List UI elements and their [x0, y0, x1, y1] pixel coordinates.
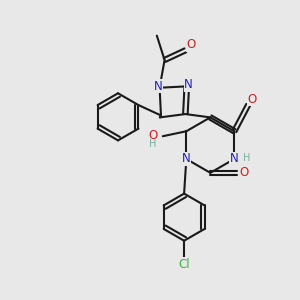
Text: N: N — [184, 78, 193, 91]
Text: O: O — [239, 166, 248, 179]
Text: N: N — [230, 152, 239, 166]
Text: O: O — [248, 92, 257, 106]
Text: O: O — [187, 38, 196, 51]
Text: O: O — [148, 129, 158, 142]
Text: Cl: Cl — [178, 258, 190, 271]
Text: N: N — [154, 80, 163, 93]
Text: H: H — [149, 140, 157, 149]
Text: N: N — [182, 152, 191, 166]
Text: H: H — [243, 153, 250, 163]
